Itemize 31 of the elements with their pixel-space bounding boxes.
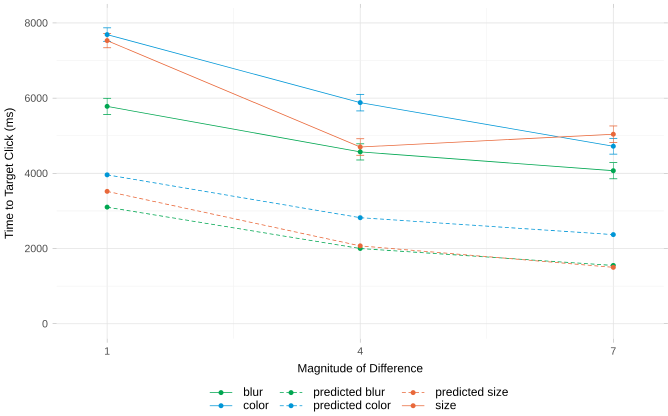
legend-label: color [244,400,269,410]
y-tick-label: 4000 [24,169,48,177]
x-axis-title: Magnitude of Difference [298,363,422,375]
point [104,38,110,43]
point [104,188,110,194]
point [610,144,616,149]
legend-label: predicted blur [314,387,385,398]
legend-label: predicted size [436,387,508,398]
point [104,204,110,210]
legend-label: blur [244,387,263,396]
point [610,232,616,237]
y-tick-label: 6000 [25,94,48,102]
point [358,100,363,105]
point [358,243,363,248]
y-tick-label: 8000 [24,19,48,27]
point [104,172,110,178]
point [610,168,616,174]
x-tick-label: 4 [358,347,363,354]
y-tick-label: 2000 [25,244,48,252]
point [358,144,363,150]
x-tick-label: 1 [105,347,110,354]
point [358,149,363,154]
point [104,32,110,37]
x-tick-label: 7 [610,347,616,354]
point [610,132,616,137]
legend-label: size [436,400,456,410]
legend-label: predicted color [314,400,391,412]
point [358,215,363,220]
point [104,104,110,109]
y-axis-title: Time to Target Click (ms) [4,108,16,239]
y-tick-label: 0 [42,320,48,328]
